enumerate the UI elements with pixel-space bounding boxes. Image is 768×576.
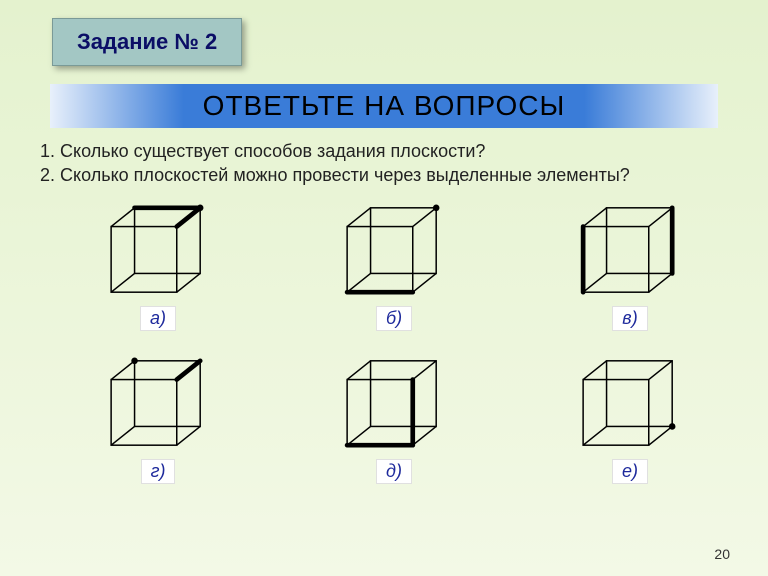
cube-b <box>334 200 454 300</box>
question-2: Сколько плоскостей можно провести через … <box>32 165 630 186</box>
caption-a: а) <box>140 306 176 331</box>
cube-grid: а) б) в) <box>60 200 728 484</box>
caption-b: б) <box>376 306 412 331</box>
task-badge-text: Задание № 2 <box>77 29 217 54</box>
cell-e: е) <box>532 353 728 484</box>
cube-v <box>570 200 690 300</box>
cell-d: д) <box>296 353 492 484</box>
title-banner-text: ОТВЕТЬТЕ НА ВОПРОСЫ <box>203 90 566 122</box>
page-number: 20 <box>714 546 730 562</box>
cell-b: б) <box>296 200 492 331</box>
cube-a <box>98 200 218 300</box>
caption-g: г) <box>141 459 176 484</box>
caption-d: д) <box>376 459 412 484</box>
cube-g <box>98 353 218 453</box>
cube-e <box>570 353 690 453</box>
cell-a: а) <box>60 200 256 331</box>
question-1: Сколько существует способов задания плос… <box>32 141 630 162</box>
cell-v: в) <box>532 200 728 331</box>
question-list: Сколько существует способов задания плос… <box>32 138 630 189</box>
caption-v: в) <box>612 306 647 331</box>
cell-g: г) <box>60 353 256 484</box>
task-badge: Задание № 2 <box>52 18 242 66</box>
title-banner: ОТВЕТЬТЕ НА ВОПРОСЫ <box>50 84 718 128</box>
caption-e: е) <box>612 459 648 484</box>
cube-d <box>334 353 454 453</box>
